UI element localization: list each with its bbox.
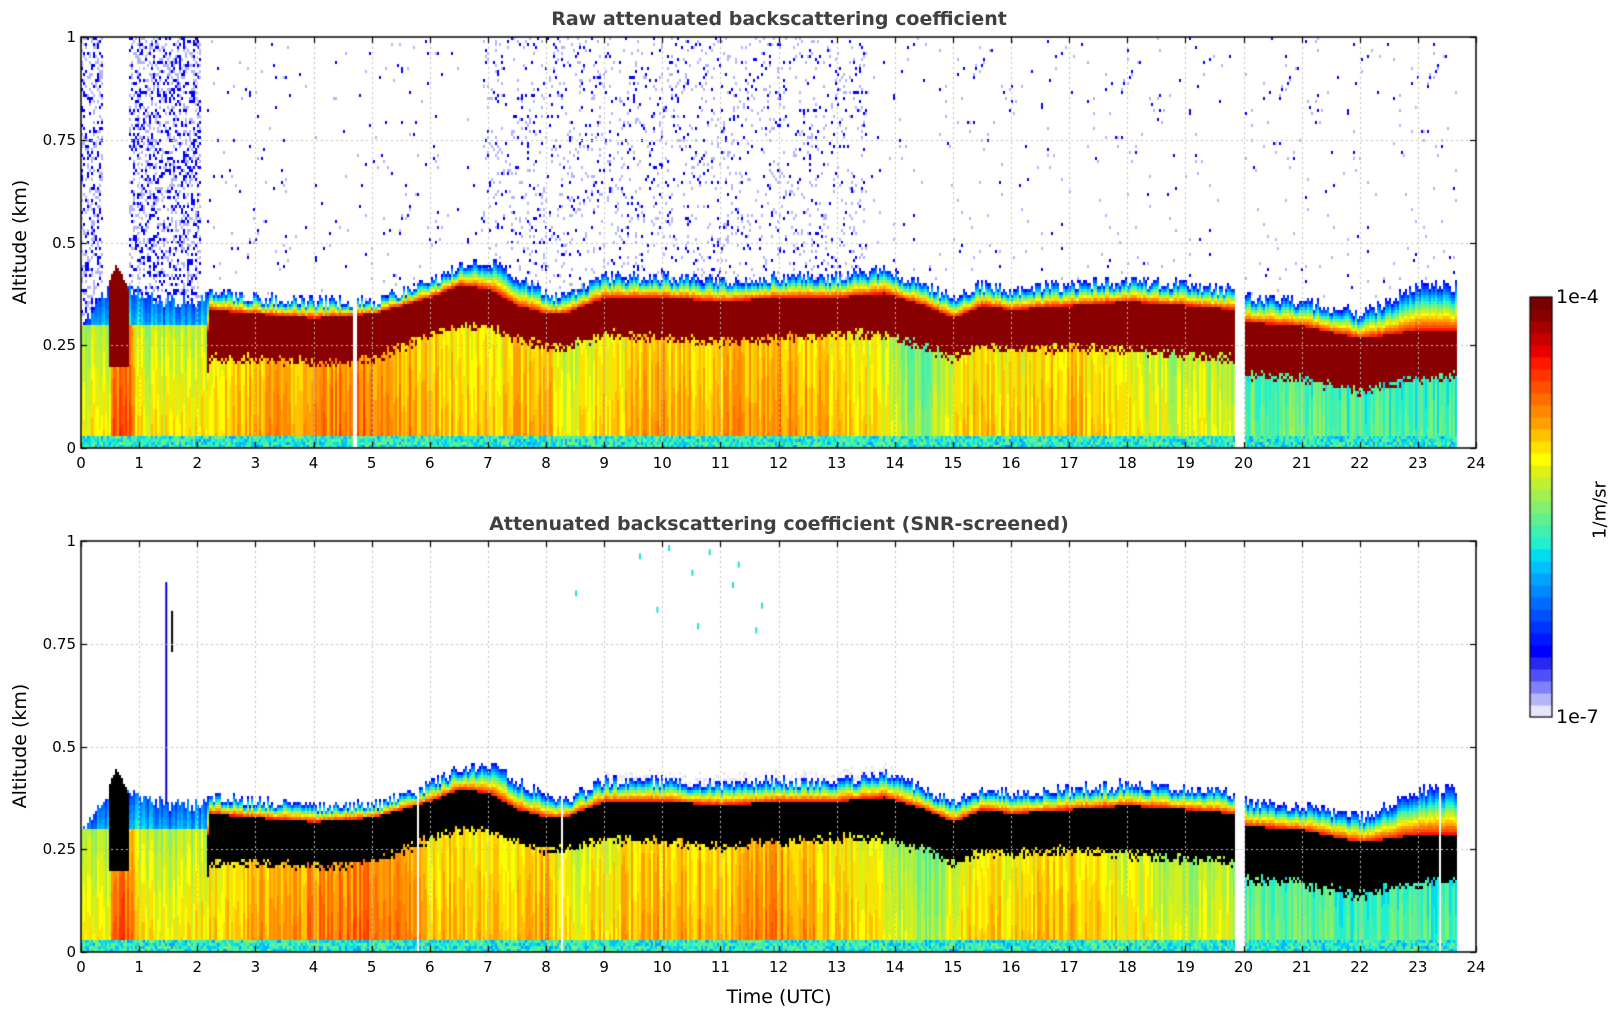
x-tick-label: 3: [250, 454, 261, 472]
plot-title-screened: Attenuated backscattering coefficient (S…: [489, 513, 1069, 535]
x-tick-label: 12: [768, 958, 789, 976]
x-tick-label: 0: [76, 454, 86, 472]
x-tick-label: 4: [308, 958, 319, 976]
x-tick-label: 13: [827, 958, 847, 976]
x-tick-label: 23: [1408, 454, 1428, 472]
x-tick-label: 20: [1233, 958, 1254, 976]
x-tick-label: 20: [1233, 454, 1254, 472]
x-tick-label: 18: [1117, 454, 1137, 472]
x-tick-label: 11: [710, 454, 730, 472]
x-tick-label: 12: [768, 454, 789, 472]
x-tick-label: 2: [192, 958, 203, 976]
x-tick-label: 24: [1466, 958, 1486, 976]
x-tick-label: 17: [1059, 454, 1079, 472]
x-tick-label: 23: [1408, 958, 1428, 976]
x-tick-label: 1: [134, 958, 144, 976]
x-tick-label: 7: [483, 958, 493, 976]
x-tick-label: 22: [1350, 454, 1370, 472]
x-tick-label: 21: [1292, 454, 1312, 472]
y-tick-label: 0.25: [42, 840, 76, 859]
colorbar-max-label: 1e-4: [1556, 286, 1599, 308]
x-tick-label: 19: [1175, 958, 1195, 976]
x-tick-label: 22: [1350, 958, 1370, 976]
x-tick-label: 8: [541, 958, 551, 976]
x-tick-label: 21: [1292, 958, 1312, 976]
x-tick-label: 11: [710, 958, 730, 976]
y-tick-label: 1: [66, 28, 76, 46]
x-tick-label: 3: [250, 958, 261, 976]
x-tick-label: 13: [827, 454, 847, 472]
colorbar-title: 1/m/sr: [1589, 481, 1611, 539]
y-tick-label: 0: [66, 439, 76, 457]
y-axis-label-screened: Altitude (km): [9, 683, 31, 809]
y-tick-label: 1: [66, 532, 76, 550]
x-tick-label: 10: [652, 454, 672, 472]
x-tick-label: 24: [1466, 454, 1486, 472]
x-tick-label: 14: [885, 454, 905, 472]
y-tick-label: 0.75: [42, 130, 76, 149]
x-tick-label: 8: [541, 454, 551, 472]
y-axis-label-raw: Altitude (km): [9, 179, 31, 305]
x-tick-label: 7: [483, 454, 493, 472]
x-tick-label: 5: [366, 454, 377, 472]
y-tick-label: 0.5: [52, 737, 76, 756]
y-tick-label: 0.25: [42, 336, 76, 355]
x-tick-label: 14: [885, 958, 905, 976]
x-tick-label: 15: [943, 454, 963, 472]
x-tick-label: 4: [308, 454, 319, 472]
y-tick-label: 0.5: [52, 233, 76, 252]
x-axis-label: Time (UTC): [726, 986, 832, 1008]
x-tick-label: 6: [424, 958, 435, 976]
x-tick-label: 10: [652, 958, 672, 976]
x-tick-label: 17: [1059, 958, 1079, 976]
plot-title-raw: Raw attenuated backscattering coefficien…: [551, 8, 1007, 30]
x-tick-label: 16: [1001, 958, 1021, 976]
y-tick-label: 0.75: [42, 634, 76, 653]
x-tick-label: 19: [1175, 454, 1195, 472]
x-tick-label: 9: [599, 454, 609, 472]
x-tick-label: 5: [366, 958, 377, 976]
colorbar-min-label: 1e-7: [1556, 706, 1599, 728]
x-tick-label: 0: [76, 958, 86, 976]
x-tick-label: 15: [943, 958, 963, 976]
y-tick-label: 0: [66, 943, 76, 961]
x-tick-label: 2: [192, 454, 203, 472]
x-tick-label: 16: [1001, 454, 1021, 472]
x-tick-label: 9: [599, 958, 609, 976]
x-tick-label: 18: [1117, 958, 1137, 976]
x-tick-label: 6: [424, 454, 435, 472]
x-tick-label: 1: [134, 454, 144, 472]
